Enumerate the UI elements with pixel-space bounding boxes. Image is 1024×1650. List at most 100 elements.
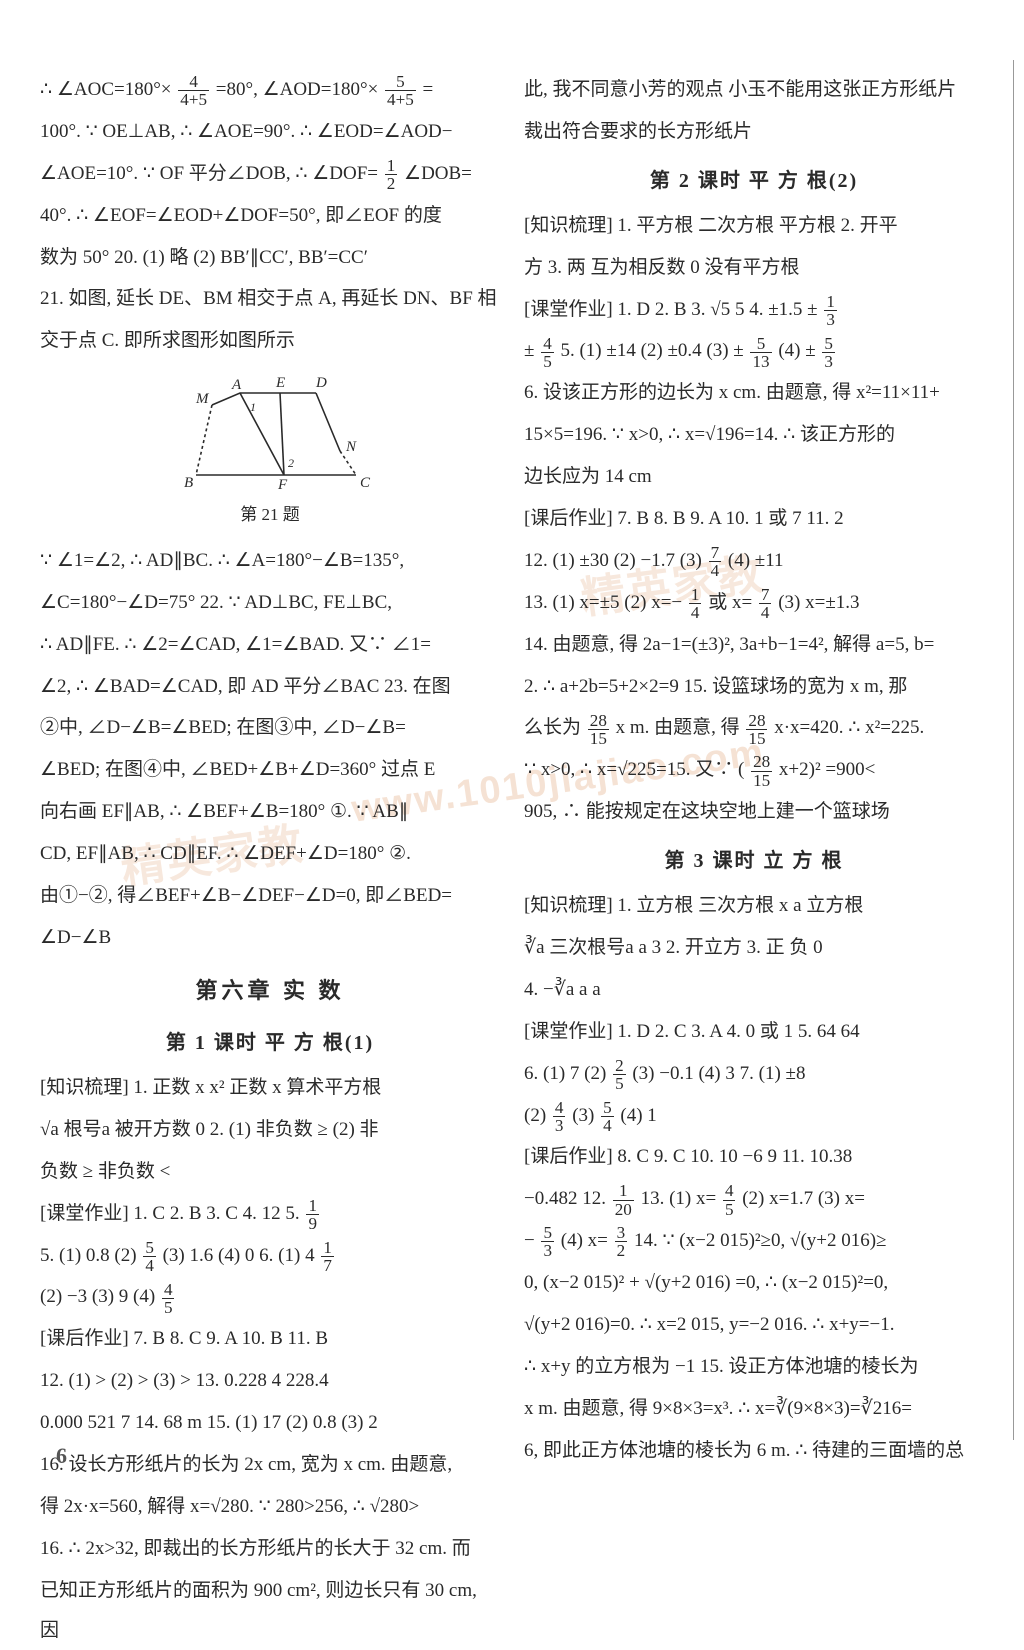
text: (2)	[524, 1105, 551, 1126]
text-line: ∠C=180°−∠D=75° 22. ∵ AD⊥BC, FE⊥BC,	[40, 583, 500, 623]
text-line: ∵ ∠1=∠2, ∴ AD∥BC. ∴ ∠A=180°−∠B=135°,	[40, 541, 500, 581]
text: ∠AOE=10°. ∵ OF 平分∠DOB, ∴ ∠DOF=	[40, 163, 378, 184]
text: −	[524, 1230, 535, 1251]
text-line: 已知正方形纸片的面积为 900 cm², 则边长只有 30 cm, 因	[40, 1571, 500, 1650]
text: 么长为	[524, 717, 581, 738]
text: 6. (1) 7 (2)	[524, 1063, 611, 1084]
text-line: −0.482 12. 120 13. (1) x= 45 (2) x=1.7 (…	[524, 1179, 984, 1219]
fraction: 74	[759, 586, 772, 621]
text-line: − 53 (4) x= 32 14. ∵ (x−2 015)²≥0, √(y+2…	[524, 1221, 984, 1261]
svg-text:N: N	[345, 439, 357, 455]
text: (3) 1.6 (4) 0 6. (1) 4	[163, 1245, 315, 1266]
text-line: ∠2, ∴ ∠BAD=∠CAD, 即 AD 平分∠BAC 23. 在图	[40, 667, 500, 707]
text: (4) ±	[778, 340, 815, 361]
fraction: 54	[601, 1099, 614, 1134]
left-column: ∴ ∠AOC=180°× 44+5 =80°, ∠AOD=180°× 54+5 …	[40, 70, 500, 1465]
text-line: CD, EF∥AB, ∴ CD∥EF. ∴ ∠DEF+∠D=180° ②.	[40, 834, 500, 874]
text: (2) −3 (3) 9 (4)	[40, 1286, 160, 1307]
text: 8. C 9. C 10. 10 −6 9 11. 10.38	[617, 1146, 852, 1167]
text: 1. D 2. B 3. √5 5 4. ±1.5 ±	[617, 299, 817, 320]
text: (4) ±11	[728, 550, 784, 571]
text-line: [课后作业] 8. C 9. C 10. 10 −6 9 11. 10.38	[524, 1137, 984, 1177]
fraction: 14	[689, 586, 702, 621]
text-line: 此, 我不同意小芳的观点 小玉不能用这张正方形纸片	[524, 70, 984, 110]
text: (4) 1	[620, 1105, 656, 1126]
text-line: 12. (1) ±30 (2) −1.7 (3) 74 (4) ±11	[524, 541, 984, 581]
text: ∴ ∠AOC=180°×	[40, 79, 172, 100]
text-line: 14. 由题意, 得 2a−1=(±3)², 3a+b−1=4², 解得 a=5…	[524, 625, 984, 665]
page-number: 6	[56, 1443, 67, 1469]
section-label: [课后作业]	[40, 1328, 129, 1349]
section-label: [知识梳理]	[524, 895, 613, 916]
text: x+2)² =900<	[779, 759, 875, 780]
text-line: 6. 设该正方形的边长为 x cm. 由题意, 得 x²=11×11+	[524, 373, 984, 413]
text-line: 由①−②, 得∠BEF+∠B−∠DEF−∠D=0, 即∠BED=	[40, 876, 500, 916]
text-line: √a 根号a 被开方数 0 2. (1) 非负数 ≥ (2) 非	[40, 1110, 500, 1150]
fraction: 45	[541, 335, 554, 370]
svg-text:A: A	[231, 377, 242, 393]
lesson-title: 第 3 课时 立 方 根	[524, 840, 984, 882]
text-line: ∴ AD∥FE. ∴ ∠2=∠CAD, ∠1=∠BAD. 又∵ ∠1=	[40, 625, 500, 665]
text: x m. 由题意, 得	[616, 717, 740, 738]
text: =80°, ∠AOD=180°×	[216, 79, 379, 100]
svg-text:F: F	[277, 477, 288, 491]
text-line: ∠BED; 在图④中, ∠BED+∠B+∠D=360° 过点 E	[40, 750, 500, 790]
text-line: 5. (1) 0.8 (2) 54 (3) 1.6 (4) 0 6. (1) 4…	[40, 1236, 500, 1276]
text: 7. B 8. C 9. A 10. B 11. B	[133, 1328, 328, 1349]
right-margin-rule	[1013, 60, 1014, 1440]
svg-text:M: M	[195, 391, 210, 407]
section-label: [课后作业]	[524, 508, 613, 529]
text-line: [课后作业] 7. B 8. C 9. A 10. B 11. B	[40, 1319, 500, 1359]
fraction: 32	[615, 1224, 628, 1259]
text-line: ∠AOE=10°. ∵ OF 平分∠DOB, ∴ ∠DOF= 12 ∠DOB=	[40, 154, 500, 194]
fraction: 54	[143, 1239, 156, 1274]
fraction: 25	[613, 1057, 626, 1092]
text-line: √(y+2 016)=0. ∴ x=2 015, y=−2 016. ∴ x+y…	[524, 1305, 984, 1345]
text: 或 x=	[708, 592, 752, 613]
geometry-figure-21: AED MN BFC 12	[160, 371, 380, 491]
fraction: 2815	[588, 712, 609, 747]
text-line: 905, ∴ 能按规定在这块空地上建一个篮球场	[524, 792, 984, 832]
text: 1. 立方根 三次方根 x a 立方根	[617, 895, 863, 916]
svg-text:D: D	[315, 375, 327, 391]
fraction: 12	[385, 157, 398, 192]
text-line: 负数 ≥ 非负数 <	[40, 1152, 500, 1192]
text-line: ∴ ∠AOC=180°× 44+5 =80°, ∠AOD=180°× 54+5 …	[40, 70, 500, 110]
text-line: 12. (1) > (2) > (3) > 13. 0.228 4 228.4	[40, 1361, 500, 1401]
fraction: 17	[321, 1239, 334, 1274]
svg-text:2: 2	[288, 456, 294, 470]
lesson-title: 第 2 课时 平 方 根(2)	[524, 160, 984, 202]
fraction: 53	[822, 335, 835, 370]
section-label: [课堂作业]	[524, 299, 613, 320]
fraction: 53	[541, 1224, 554, 1259]
section-label: [知识梳理]	[524, 215, 613, 236]
text-line: 交于点 C. 即所求图形如图所示	[40, 321, 500, 361]
text-line: [知识梳理] 1. 平方根 二次方根 平方根 2. 开平	[524, 206, 984, 246]
text: 5. (1) 0.8 (2)	[40, 1245, 141, 1266]
text-line: ∛a 三次根号a a 3 2. 开立方 3. 正 负 0	[524, 928, 984, 968]
text: 13. (1) x=	[641, 1188, 717, 1209]
text-line: 16. 设长方形纸片的长为 2x cm, 宽为 x cm. 由题意,	[40, 1445, 500, 1485]
text-line: 21. 如图, 延长 DE、BM 相交于点 A, 再延长 DN、BF 相	[40, 279, 500, 319]
text: 1. C 2. B 3. C 4. 12 5.	[133, 1203, 299, 1224]
section-label: [课后作业]	[524, 1146, 613, 1167]
text-line: ②中, ∠D−∠B=∠BED; 在图③中, ∠D−∠B=	[40, 708, 500, 748]
text-line: [课堂作业] 1. C 2. B 3. C 4. 12 5. 19	[40, 1194, 500, 1234]
text: 1. 正数 x x² 正数 x 算术平方根	[133, 1077, 381, 1098]
svg-text:1: 1	[250, 400, 256, 414]
text: (4) x=	[561, 1230, 608, 1251]
text: 14. ∵ (x−2 015)²≥0, √(y+2 016)≥	[634, 1230, 887, 1251]
lesson-title: 第 1 课时 平 方 根(1)	[40, 1022, 500, 1064]
text: =	[423, 79, 434, 100]
two-column-layout: ∴ ∠AOC=180°× 44+5 =80°, ∠AOD=180°× 54+5 …	[40, 70, 1004, 1465]
fraction: 45	[723, 1182, 736, 1217]
chapter-title: 第六章 实 数	[40, 968, 500, 1014]
section-label: [课堂作业]	[524, 1021, 613, 1042]
text: 12. (1) ±30 (2) −1.7 (3)	[524, 550, 707, 571]
figure-caption: 第 21 题	[40, 497, 500, 533]
fraction: 120	[613, 1182, 634, 1217]
text-line: [课后作业] 7. B 8. B 9. A 10. 1 或 7 11. 2	[524, 499, 984, 539]
fraction: 13	[824, 293, 837, 328]
text-line: ∠D−∠B	[40, 918, 500, 958]
fraction: 19	[306, 1197, 319, 1232]
